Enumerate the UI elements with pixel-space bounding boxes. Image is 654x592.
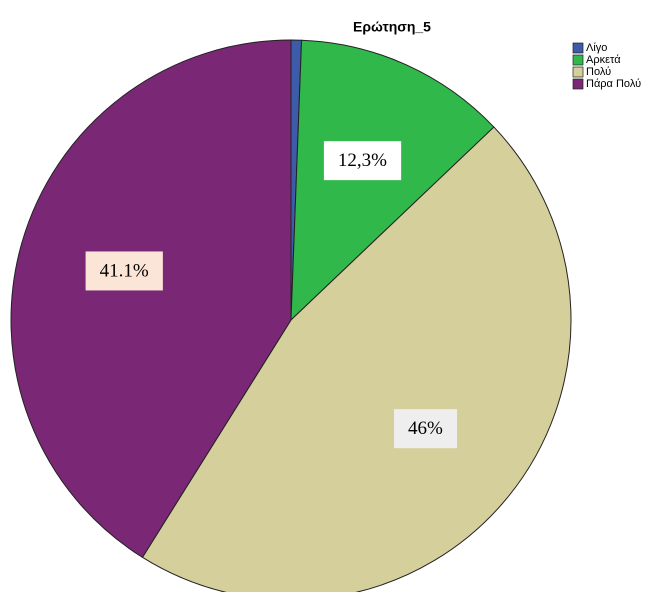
value-label: 12,3% — [338, 150, 387, 171]
value-label: 46% — [408, 418, 443, 439]
legend-swatch — [572, 78, 584, 90]
legend-swatch — [572, 54, 584, 66]
pie-slice — [10, 39, 292, 559]
value-label-box — [394, 409, 458, 449]
legend-swatch — [572, 66, 584, 78]
legend-label: Αρκετά — [586, 54, 621, 66]
value-label-box — [85, 251, 163, 291]
legend-label: Πολύ — [586, 66, 611, 78]
value-label-box — [323, 141, 402, 181]
chart-title: Ερώτηση_5 — [353, 19, 431, 35]
legend-label: Πάρα Πολύ — [586, 78, 641, 90]
legend-label: Λίγο — [586, 42, 607, 54]
legend-swatch — [572, 42, 584, 54]
value-label: 41.1% — [100, 260, 149, 281]
pie-slice — [141, 126, 572, 592]
